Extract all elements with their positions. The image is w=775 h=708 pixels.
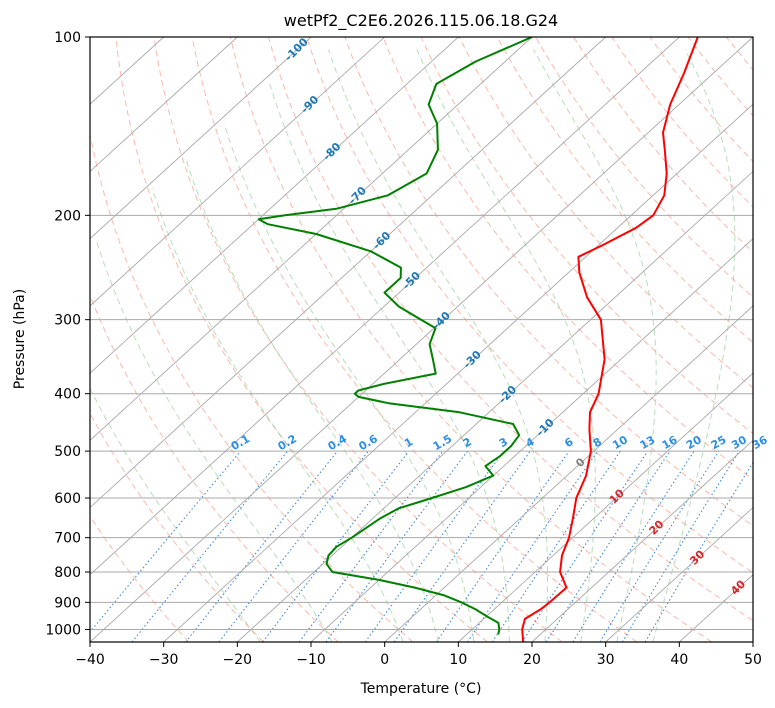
dry-adiabat-90 (420, 37, 753, 435)
isotherm--90 (90, 37, 385, 307)
moist-adiabat--10 (95, 239, 333, 642)
x-tick-label: 0 (380, 652, 389, 668)
mixing-ratio-line-2 (325, 450, 468, 642)
isotherm--110 (90, 37, 238, 173)
y-tick-label: 100 (54, 30, 81, 46)
y-tick-label: 700 (54, 531, 81, 547)
x-tick-label: −40 (75, 652, 105, 668)
isotherm--30 (163, 103, 753, 642)
y-tick-label: 800 (54, 565, 81, 581)
y-tick-label: 500 (54, 444, 81, 460)
dry-adiabat--20 (90, 412, 264, 642)
dewpoint-line (257, 37, 533, 635)
x-tick-label: 10 (449, 652, 467, 668)
temperature-line (521, 37, 699, 642)
dry-adiabat-80 (382, 37, 753, 481)
mixing-ratio-line-0.2 (131, 450, 289, 642)
mixing-ratio-line-10 (491, 450, 621, 642)
isotherm-10 (458, 372, 753, 642)
plot-frame (89, 36, 754, 643)
isotherm--40 (90, 37, 753, 642)
x-tick-label: 30 (597, 652, 615, 668)
y-tick-label: 1000 (45, 622, 81, 638)
mixing-ratio-line-0.4 (185, 450, 339, 642)
moist-adiabat-20 (328, 49, 548, 642)
dry-adiabat--30 (90, 515, 190, 642)
y-axis-label: Pressure (hPa) (12, 289, 28, 389)
y-tick-label: 300 (54, 313, 81, 329)
isotherm-20 (531, 439, 753, 642)
dry-adiabat-30 (191, 37, 638, 642)
y-tick-label: 400 (54, 387, 81, 403)
moist-adiabat-10 (223, 123, 475, 642)
dry-adiabat-70 (344, 37, 753, 527)
x-tick-label: −30 (149, 652, 179, 668)
reference-lines (90, 37, 753, 642)
mixing-ratio-line-13 (521, 450, 649, 642)
dry-adiabat-40 (229, 37, 712, 642)
mixing-ratio-line-16 (545, 450, 671, 642)
isotherm-0 (384, 305, 753, 642)
moist-adiabat-0 (151, 188, 404, 642)
mixing-ratio-line-1 (262, 450, 410, 642)
axes: −40 −30 −20 −10 0 10 20 30 40 50 100 200 300 400 500 60… (45, 30, 762, 668)
dry-adiabat-20 (153, 37, 563, 642)
dry-adiabat-110 (496, 37, 753, 344)
sounding-profiles (257, 37, 699, 642)
dry-adiabat--10 (90, 293, 339, 642)
x-tick-label: 40 (670, 652, 688, 668)
dry-adiabat-10 (115, 37, 488, 642)
mixing-ratio-line-20 (572, 450, 695, 642)
isotherm-30 (605, 506, 753, 642)
chart-title: wetPf2_C2E6.2026.115.06.18.G24 (284, 11, 558, 31)
x-tick-label: 20 (523, 652, 541, 668)
mixing-ratio-line-1.5 (298, 450, 444, 642)
x-axis-label: Temperature (°C) (360, 681, 482, 697)
y-tick-label: 600 (54, 491, 81, 507)
x-tick-label: −10 (296, 652, 326, 668)
mixing-ratio-line-8 (467, 450, 599, 642)
mixing-ratio-line-30 (621, 450, 740, 642)
moist-adiabat-15 (269, 83, 510, 642)
mixing-ratio-line-6 (435, 450, 570, 642)
isotherm--100 (90, 37, 312, 240)
moist-adiabat--20 (90, 387, 261, 642)
isotherm--50 (90, 37, 680, 576)
isotherm--60 (90, 37, 606, 509)
isotherm--10 (310, 238, 753, 642)
dry-adiabat-50 (268, 37, 753, 622)
isotherm--70 (90, 37, 533, 441)
y-tick-label: 900 (54, 595, 81, 611)
x-tick-label: 50 (744, 652, 762, 668)
x-tick-label: −20 (223, 652, 253, 668)
mixing-ratio-line-3 (364, 450, 505, 642)
dry-adiabat-140 (611, 37, 753, 208)
dry-adiabat-60 (306, 37, 753, 574)
moist-adiabat-35 (652, 49, 736, 642)
isotherm--80 (90, 37, 459, 374)
y-tick-label: 200 (54, 208, 81, 224)
mixing-ratio-line-0.1 (90, 450, 242, 633)
